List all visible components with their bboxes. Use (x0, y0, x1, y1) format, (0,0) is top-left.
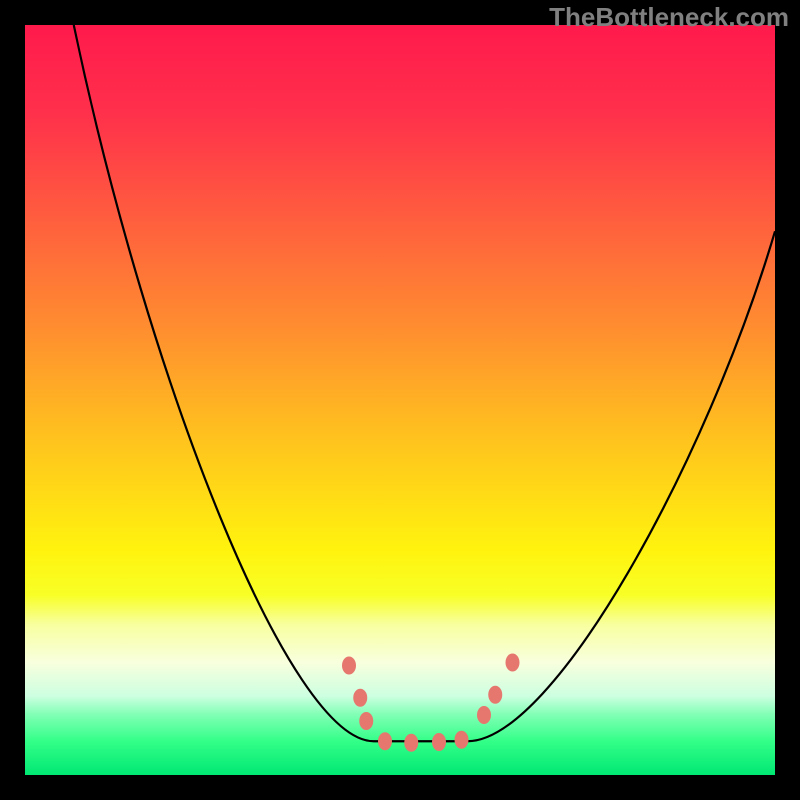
bottleneck-plot (25, 25, 775, 775)
watermark-text: TheBottleneck.com (549, 2, 789, 33)
curve-marker (342, 657, 356, 675)
curve-marker (488, 686, 502, 704)
curve-marker (477, 706, 491, 724)
gradient-background (25, 25, 775, 775)
curve-marker (432, 733, 446, 751)
curve-marker (404, 734, 418, 752)
curve-marker (378, 732, 392, 750)
curve-marker (455, 731, 469, 749)
curve-marker (359, 712, 373, 730)
curve-marker (506, 654, 520, 672)
curve-marker (353, 689, 367, 707)
